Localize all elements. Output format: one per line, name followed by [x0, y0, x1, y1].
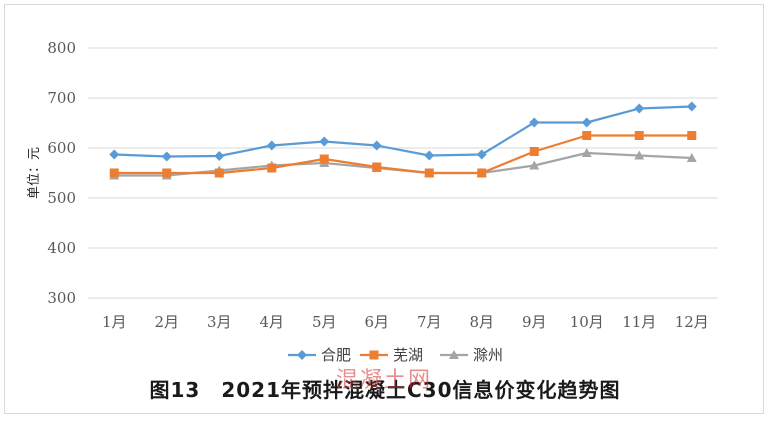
- x-tick-label: 4月: [259, 313, 284, 331]
- x-tick-label: 11月: [622, 313, 656, 331]
- y-tick-label: 500: [47, 189, 76, 207]
- chart-caption: 图13 2021年预拌混凝土C30信息价变化趋势图: [149, 378, 621, 402]
- watermark: 混凝土网: [336, 368, 433, 393]
- series-滁州: [109, 148, 697, 180]
- x-tick-label: 9月: [522, 313, 547, 331]
- series-line: [114, 105, 692, 158]
- data-point: [476, 149, 487, 160]
- chart-frame: [4, 4, 764, 414]
- data-point: [634, 150, 645, 160]
- data-point: [687, 131, 697, 140]
- data-point: [582, 131, 592, 140]
- x-tick-label: 8月: [469, 313, 494, 331]
- y-axis-label: 单位：元: [27, 147, 42, 199]
- series-line: [114, 134, 692, 175]
- data-point: [424, 168, 434, 178]
- y-tick-label: 300: [47, 289, 76, 307]
- data-point: [109, 168, 119, 178]
- data-point: [266, 140, 277, 151]
- data-point: [581, 117, 592, 128]
- data-point: [634, 103, 645, 114]
- x-tick-label: 7月: [417, 313, 442, 331]
- data-point: [529, 160, 540, 170]
- legend-label: 芜湖: [393, 346, 423, 364]
- series-合肥: [109, 101, 697, 162]
- data-point: [319, 154, 329, 164]
- data-point: [162, 168, 172, 178]
- data-point: [319, 136, 330, 147]
- legend-item: 芜湖: [360, 346, 423, 364]
- x-tick-label: 5月: [312, 313, 337, 331]
- data-point: [477, 168, 487, 178]
- data-point: [109, 149, 120, 160]
- legend-item: 合肥: [288, 346, 351, 364]
- data-point: [581, 148, 592, 157]
- data-point: [686, 101, 697, 112]
- legend-label: 滁州: [473, 346, 503, 364]
- y-tick-label: 600: [47, 139, 76, 157]
- data-point: [529, 147, 539, 156]
- data-point: [424, 150, 435, 161]
- x-tick-labels: 1月 2月 3月 4月 5月 6月 7月 8月 9月 10月 11月 12月: [102, 313, 709, 331]
- grid-lines: [88, 47, 718, 299]
- data-point: [634, 131, 644, 140]
- legend-marker: [297, 350, 307, 360]
- data-point: [529, 117, 540, 128]
- legend-marker: [369, 350, 379, 360]
- data-point: [214, 151, 225, 161]
- legend-label: 合肥: [321, 346, 351, 364]
- data-point: [371, 140, 382, 151]
- y-tick-label: 700: [47, 89, 76, 107]
- legend: 合肥 芜湖 滁州: [288, 346, 503, 364]
- data-point: [214, 168, 224, 178]
- legend-item: 滁州: [440, 346, 503, 364]
- x-tick-label: 12月: [675, 313, 709, 331]
- x-tick-label: 3月: [207, 313, 232, 331]
- data-point: [372, 162, 382, 172]
- x-tick-label: 1月: [102, 313, 127, 331]
- legend-marker: [449, 350, 459, 359]
- y-tick-label: 400: [47, 239, 76, 257]
- data-point: [161, 151, 172, 162]
- x-tick-label: 2月: [154, 313, 179, 331]
- series-芜湖: [109, 131, 697, 178]
- y-tick-labels: 300 400 500 600 700 800: [47, 39, 76, 307]
- data-point: [686, 153, 697, 162]
- series-lines: [109, 101, 697, 180]
- x-tick-label: 6月: [364, 313, 389, 331]
- data-point: [267, 163, 277, 173]
- y-tick-label: 800: [47, 39, 76, 57]
- x-tick-label: 10月: [570, 313, 604, 331]
